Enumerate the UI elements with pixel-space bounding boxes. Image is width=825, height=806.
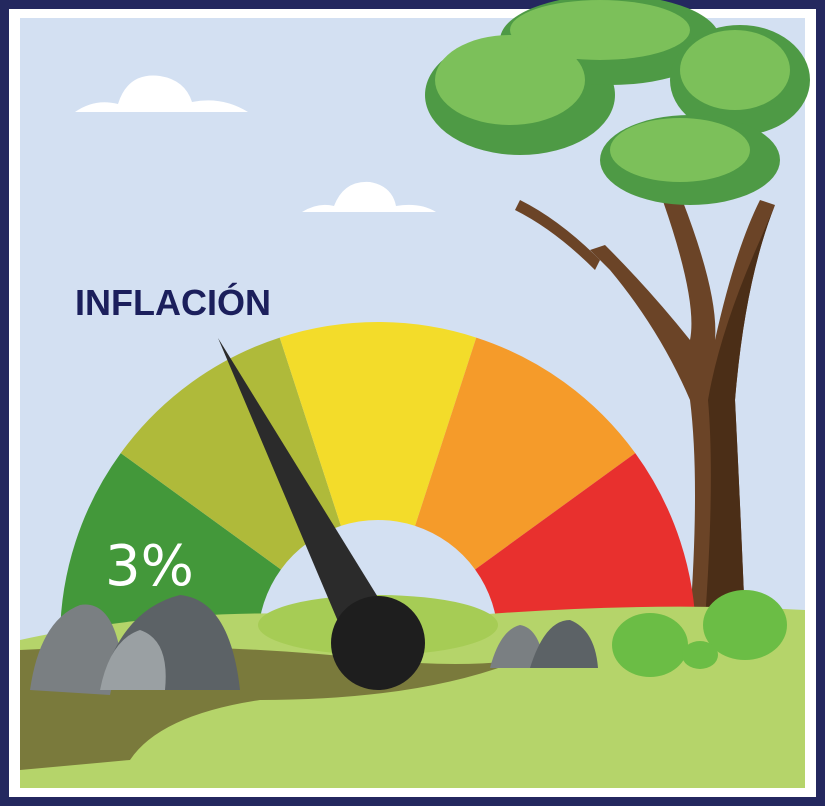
needle-hub: [331, 596, 425, 690]
illustration: INFLACIÓN 3%: [0, 0, 825, 806]
gauge-label: 3%: [105, 534, 194, 599]
title: INFLACIÓN: [75, 281, 271, 323]
page: INFLACIÓN 3% (() => { const data = JSON.…: [0, 0, 825, 806]
